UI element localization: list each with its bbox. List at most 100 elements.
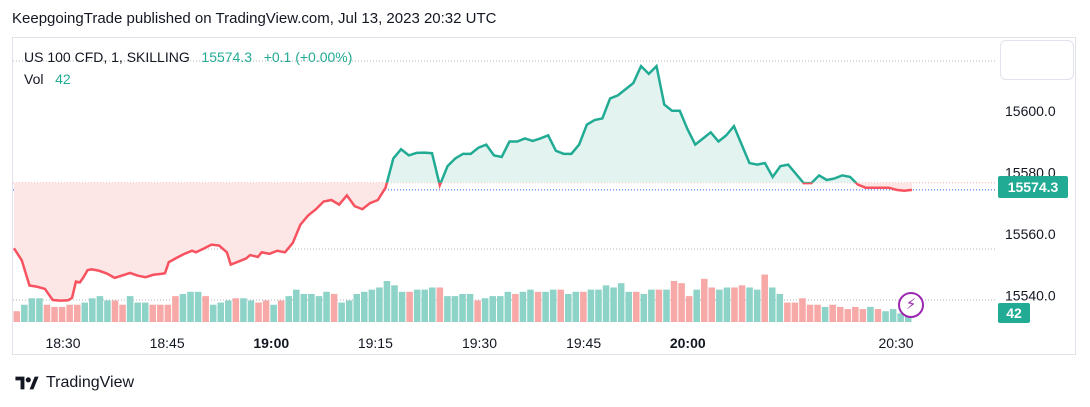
volume-bar bbox=[610, 287, 617, 322]
volume-bar bbox=[512, 293, 519, 322]
volume-bar bbox=[13, 311, 21, 322]
volume-bar bbox=[429, 287, 436, 322]
volume-bar bbox=[844, 309, 852, 322]
volume-bar bbox=[172, 296, 179, 322]
volume-bar bbox=[391, 285, 398, 322]
volume-bar bbox=[164, 304, 172, 322]
volume-bar bbox=[836, 306, 844, 322]
volume-bar bbox=[293, 289, 300, 322]
volume-bar bbox=[897, 313, 904, 322]
volume-bar bbox=[632, 291, 640, 322]
volume-bar bbox=[451, 296, 459, 322]
volume-bar bbox=[96, 296, 104, 322]
tradingview-logo-icon bbox=[15, 376, 39, 390]
volume-bar bbox=[867, 306, 874, 322]
volume-bar bbox=[179, 293, 187, 322]
volume-bar bbox=[421, 289, 429, 322]
volume-bar bbox=[383, 281, 391, 322]
volume-bar bbox=[134, 302, 141, 322]
volume-bar bbox=[716, 289, 723, 322]
volume-bar bbox=[126, 296, 134, 322]
volume-bar bbox=[255, 302, 262, 322]
volume-bar bbox=[557, 289, 564, 322]
y-tick-label: 15540.0 bbox=[1005, 287, 1056, 303]
volume-bar bbox=[874, 309, 882, 322]
volume-bar bbox=[663, 289, 670, 322]
volume-bar bbox=[685, 296, 693, 322]
legend-change: +0.1 (+0.00%) bbox=[263, 49, 353, 65]
volume-bar bbox=[784, 302, 791, 322]
volume-bar bbox=[678, 283, 685, 322]
chart-legend: US 100 CFD, 1, SKILLING 15574.3 +0.1 (+0… bbox=[24, 46, 352, 90]
volume-bar bbox=[28, 298, 36, 322]
volume-bar bbox=[519, 291, 527, 322]
x-tick-label: 19:15 bbox=[358, 335, 393, 351]
volume-bar bbox=[141, 302, 149, 322]
volume-bar bbox=[104, 300, 111, 322]
volume-bar bbox=[157, 304, 164, 322]
price-scale-corner[interactable] bbox=[1000, 40, 1074, 80]
volume-bar bbox=[338, 302, 345, 322]
volume-bar bbox=[308, 293, 315, 322]
publication-header: KeepgoingTrade published on TradingView.… bbox=[12, 10, 497, 27]
x-tick-label: 18:30 bbox=[45, 335, 80, 351]
volume-bar bbox=[202, 296, 209, 322]
volume-bar bbox=[361, 291, 368, 322]
lightning-icon[interactable]: ⚡ bbox=[898, 292, 924, 318]
volume-bar bbox=[648, 289, 655, 322]
volume-bar bbox=[119, 304, 126, 322]
volume-bar bbox=[889, 309, 897, 322]
volume-bar bbox=[225, 300, 232, 322]
last-volume-tag: 42 bbox=[998, 303, 1030, 323]
legend-volume-value: 42 bbox=[55, 71, 71, 87]
volume-bar bbox=[700, 278, 708, 322]
volume-bar bbox=[776, 293, 784, 322]
last-price-tag: 15574.3 bbox=[998, 176, 1068, 198]
volume-bar bbox=[640, 293, 648, 322]
volume-bar bbox=[149, 304, 157, 322]
volume-bar bbox=[474, 300, 481, 322]
volume-bar bbox=[602, 285, 610, 322]
price-line-up bbox=[385, 63, 858, 183]
volume-bar bbox=[761, 274, 768, 322]
volume-bar bbox=[542, 291, 549, 322]
volume-bar bbox=[66, 304, 73, 322]
chart-frame bbox=[12, 37, 1076, 355]
volume-bar bbox=[111, 300, 119, 322]
volume-bar bbox=[572, 291, 580, 322]
volume-bar bbox=[330, 293, 338, 322]
volume-bar bbox=[731, 287, 738, 322]
x-tick-label: 20:30 bbox=[878, 335, 913, 351]
x-tick-label: 18:45 bbox=[150, 335, 185, 351]
volume-bar bbox=[564, 293, 572, 322]
volume-bar bbox=[625, 291, 632, 322]
volume-bar bbox=[285, 296, 293, 322]
volume-bar bbox=[300, 293, 308, 322]
volume-bar bbox=[43, 304, 51, 322]
volume-bar bbox=[723, 287, 731, 322]
volume-bar bbox=[398, 291, 406, 322]
volume-bar bbox=[413, 289, 421, 322]
volume-bar bbox=[21, 304, 28, 322]
footer-brand[interactable]: TradingView bbox=[14, 374, 134, 392]
volume-bar bbox=[670, 281, 678, 322]
volume-bar bbox=[753, 289, 761, 322]
volume-bar bbox=[89, 298, 96, 322]
volume-bar bbox=[406, 291, 413, 322]
volume-bar bbox=[504, 291, 512, 322]
price-line-down bbox=[12, 182, 913, 302]
volume-bar bbox=[353, 293, 361, 322]
volume-bar bbox=[209, 304, 217, 322]
volume-bar bbox=[489, 296, 496, 322]
volume-bar bbox=[240, 298, 247, 322]
y-tick-label: 15560.0 bbox=[1005, 226, 1056, 242]
x-tick-label: 19:45 bbox=[566, 335, 601, 351]
volume-bar bbox=[746, 287, 753, 322]
volume-bar bbox=[466, 293, 474, 322]
volume-bar bbox=[481, 298, 489, 322]
volume-bar bbox=[852, 306, 859, 322]
footer-brand-label: TradingView bbox=[46, 374, 135, 391]
volume-bar bbox=[829, 304, 836, 322]
volume-bar bbox=[655, 289, 663, 322]
